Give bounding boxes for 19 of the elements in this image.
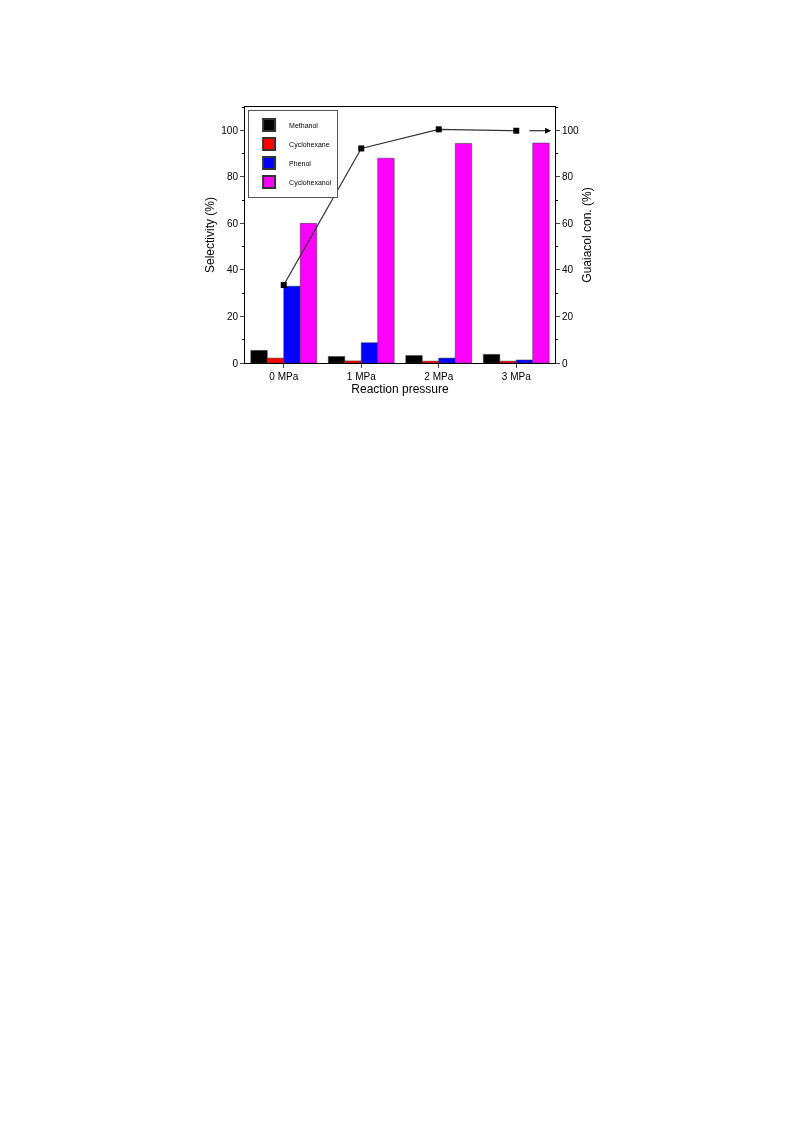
x-tick-label: 1 MPa [346,371,377,382]
x-tick-label: 3 MPa [501,371,532,382]
y-axis-title: Selectivity (%) [202,196,217,274]
y-tick-label: 80 [226,171,239,183]
y2-tick-label: 40 [562,264,574,276]
y2-axis-title: Guaiacol con. (%) [580,187,595,283]
y-tick-label: 100 [221,124,239,136]
y-tick-label: 40 [226,264,239,276]
y2-tick-label: 80 [562,171,574,183]
x-tick-label: 2 MPa [424,371,454,382]
y2-tick-label: 20 [562,310,574,322]
y-tick-label: 60 [226,217,239,229]
y2-tick-label: 0 [562,357,568,369]
y2-tick-label: 60 [562,217,574,229]
x-axis-title: Reaction pressure [351,382,450,396]
y-tick-label: 0 [232,357,239,369]
y-tick-label: 20 [226,310,239,322]
y2-tick-label: 100 [562,124,580,136]
x-tick-label: 0 MPa [269,371,299,382]
